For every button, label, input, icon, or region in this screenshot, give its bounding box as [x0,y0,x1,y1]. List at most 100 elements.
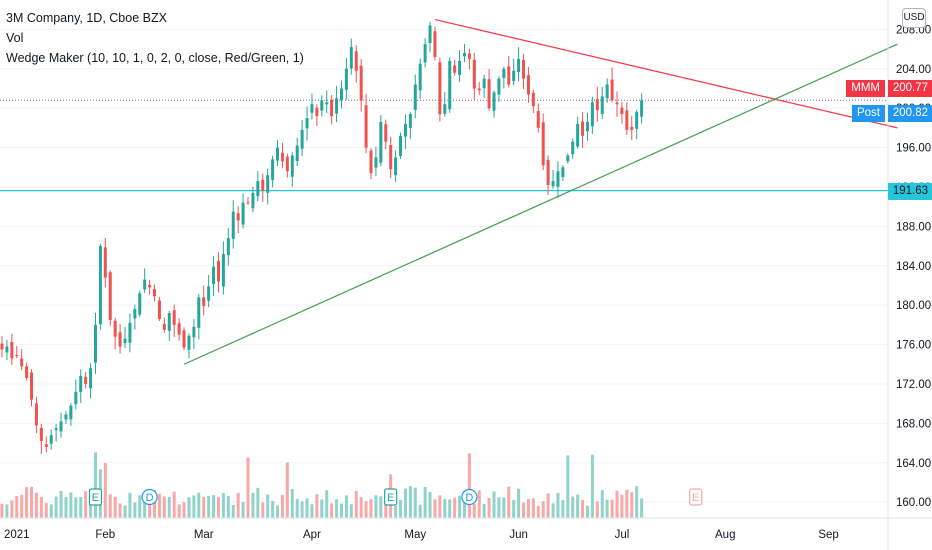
horizontal-levels [0,99,888,192]
symbol-title[interactable]: 3M Company, 1D, Cboe BZX [6,11,167,25]
time-tick-label: Mar [194,529,214,541]
volume-bar [546,493,550,518]
candle-body [590,102,594,127]
volume-bar [271,500,275,518]
candle-body [0,343,4,350]
volume-bar [123,505,127,518]
volume-bar [561,500,565,518]
candle-body [502,68,506,79]
earnings-marker-label: E [387,492,394,504]
volume-bar [39,497,43,518]
candle-body [399,135,403,157]
candle-body [34,403,38,426]
volume-bar [443,498,447,518]
dividend-marker [461,488,478,506]
candle-body [236,213,240,221]
candle-body [69,405,73,420]
candle-body [458,60,462,75]
volume-bar [162,496,166,518]
candle-body [433,31,437,57]
candle-body [20,358,24,367]
candle-body [541,122,545,166]
wedge-lower-line [183,43,898,365]
volume-bar [477,490,481,518]
candle-body [635,112,639,129]
volume-bar [133,502,137,518]
volume-bar [428,491,432,518]
candle-body [276,147,280,161]
candle-body [15,355,19,357]
wedge-indicator-label[interactable]: Wedge Maker (10, 10, 1, 0, 2, 0, close, … [6,51,304,65]
candle-body [172,310,176,325]
volume-bar [379,496,383,518]
candle-body [187,335,191,350]
candle-body [128,322,132,343]
volume-bar [212,495,216,518]
volume-bar [423,487,427,518]
candle-body [394,157,398,176]
dividend-marker [141,488,158,506]
candle-body [202,297,206,307]
volume-bar [108,494,112,518]
volume-bar [69,492,73,518]
volume-bar [157,493,161,518]
volume-indicator-label[interactable]: Vol [6,31,24,45]
candle-body [74,391,78,404]
candle-body [546,160,550,186]
earnings-marker [384,488,398,506]
candle-body [10,342,14,359]
volume-bar [526,499,530,518]
volume-bar [467,453,471,518]
volume-bar [315,494,319,518]
volume-bar [325,490,329,518]
volume-bar [497,497,501,518]
volume-bar [187,497,191,518]
volume-bar [374,495,378,518]
candle-body [79,376,83,392]
volume-bar [556,492,560,518]
candle-body [428,25,432,44]
candle-body [335,98,339,114]
volume-bar [30,486,34,518]
candle-body [349,47,353,69]
volume-bar [84,491,88,518]
candle-body [482,78,486,89]
volume-bar [64,496,68,518]
candle-body [600,96,604,114]
post-price-value: 200.82 [888,104,932,122]
candle-body [182,330,186,348]
dividend-marker-label: D [146,492,154,504]
candle-body [148,284,152,288]
earnings-marker-label: E [92,492,99,504]
candle-body [44,444,48,447]
candle-body [477,88,481,91]
candle-body [571,141,575,155]
volume-bar [344,495,348,518]
volume-bar [625,489,629,518]
volume-bar [433,499,437,518]
candle-body [576,123,580,147]
candle-body [261,179,265,191]
time-tick-label: 2021 [4,529,30,541]
candle-body [103,247,107,278]
volume-bar [143,496,147,518]
volume-bar [276,505,280,518]
candle-body [517,58,521,73]
volume-bar [487,498,491,518]
candle-body [30,372,34,400]
candle-body [118,332,122,347]
candle-body [216,260,220,282]
volume-bar [177,504,181,518]
volume-bar [359,497,363,518]
volume-bar [182,502,186,518]
candle-body [531,92,535,107]
volume-bar [522,502,526,518]
volume-bar [44,502,48,518]
volume-bar [615,490,619,518]
candle-body [310,104,314,113]
volume-bar [399,499,403,518]
currency-button[interactable]: USD [902,8,926,28]
candle-body [138,293,142,315]
